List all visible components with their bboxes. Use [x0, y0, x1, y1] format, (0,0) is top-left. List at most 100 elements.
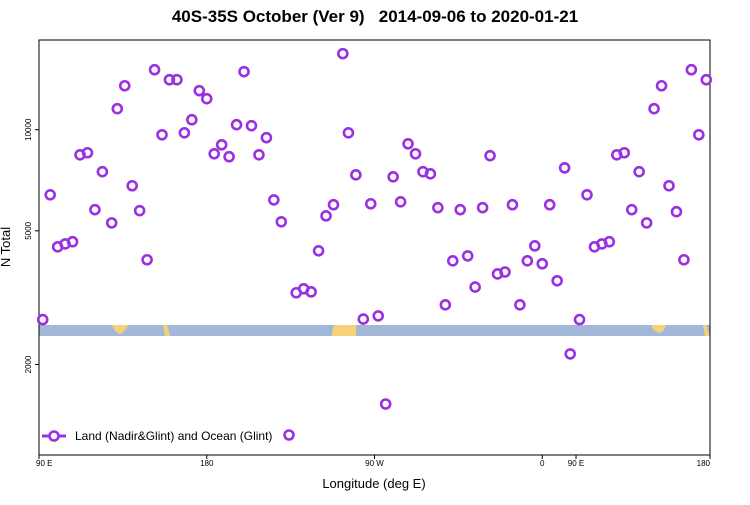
point — [663, 179, 675, 192]
point — [678, 253, 690, 266]
point — [394, 196, 407, 208]
land — [112, 325, 128, 334]
point — [111, 102, 124, 115]
point — [275, 215, 288, 228]
point — [633, 165, 645, 178]
point — [133, 204, 146, 217]
point — [564, 348, 577, 360]
point — [670, 205, 683, 218]
point — [484, 149, 496, 162]
point — [693, 128, 705, 141]
point — [230, 118, 243, 131]
point — [163, 73, 176, 86]
legend: Land (Nadir&Glint) and Ocean (Glint) — [42, 429, 295, 443]
point — [81, 146, 94, 159]
point — [655, 79, 668, 92]
x-tick-label: 0 — [540, 459, 545, 468]
point — [148, 63, 161, 76]
x-tick-label: 180 — [200, 459, 214, 468]
land — [163, 325, 170, 336]
point — [387, 171, 399, 183]
chart-title: 40S-35S October (Ver 9) 2014-09-06 to 20… — [172, 7, 578, 26]
point — [118, 79, 131, 92]
point — [648, 102, 660, 115]
point — [320, 210, 332, 222]
point — [521, 255, 534, 267]
point — [36, 313, 49, 326]
point — [439, 299, 452, 311]
point — [178, 127, 191, 139]
land — [703, 325, 710, 336]
point — [141, 253, 153, 266]
point — [208, 147, 221, 160]
y-axis-label: N Total — [0, 227, 13, 267]
point — [446, 255, 459, 267]
land — [651, 325, 666, 333]
x-tick-label: 90 E — [36, 459, 52, 468]
point — [409, 147, 422, 160]
point — [581, 189, 593, 201]
point — [253, 149, 265, 161]
point — [186, 113, 198, 126]
point — [215, 138, 228, 151]
point — [402, 137, 414, 150]
point — [432, 201, 444, 214]
point — [454, 203, 467, 216]
point — [342, 127, 355, 139]
point — [357, 313, 370, 325]
point — [337, 47, 349, 60]
point — [469, 281, 481, 293]
point — [573, 313, 586, 326]
point — [424, 168, 437, 180]
point — [640, 217, 653, 229]
point — [312, 244, 325, 257]
point — [223, 150, 235, 163]
point — [105, 217, 118, 229]
point — [89, 203, 101, 216]
point — [238, 65, 250, 78]
point — [506, 198, 519, 211]
point — [528, 240, 541, 252]
point — [268, 194, 280, 206]
y-tick-label: 5000 — [24, 221, 33, 239]
map-strip — [39, 325, 710, 336]
point — [193, 84, 206, 97]
point — [171, 73, 183, 86]
legend-label: Land (Nadir&Glint) and Ocean (Glint) — [75, 429, 272, 443]
point — [551, 274, 563, 287]
point — [543, 198, 556, 211]
point — [558, 162, 571, 174]
point — [476, 201, 489, 214]
point — [461, 250, 474, 262]
legend-marker — [48, 430, 60, 442]
x-axis-label: Longitude (deg E) — [322, 476, 425, 491]
point — [96, 165, 109, 178]
point — [372, 310, 385, 322]
legend-marker — [283, 429, 295, 441]
point — [126, 179, 138, 192]
point — [536, 257, 549, 270]
point — [200, 92, 213, 105]
point — [327, 198, 340, 211]
point — [305, 286, 317, 298]
point — [700, 73, 713, 86]
land — [332, 325, 356, 336]
y-tick-label: 2000 — [24, 355, 33, 373]
point — [66, 235, 79, 248]
point — [618, 146, 631, 159]
ocean-band — [39, 325, 710, 336]
point — [350, 169, 362, 181]
point — [514, 299, 526, 311]
y-tick-label: 10000 — [24, 118, 33, 141]
point — [499, 266, 511, 278]
point — [245, 119, 258, 132]
x-tick-label: 90 W — [365, 459, 384, 468]
point — [44, 189, 56, 201]
point — [603, 235, 616, 248]
x-tick-label: 90 E — [568, 459, 584, 468]
point — [685, 63, 698, 76]
x-tick-label: 180 — [697, 459, 711, 468]
point — [156, 128, 168, 141]
point — [260, 131, 273, 144]
